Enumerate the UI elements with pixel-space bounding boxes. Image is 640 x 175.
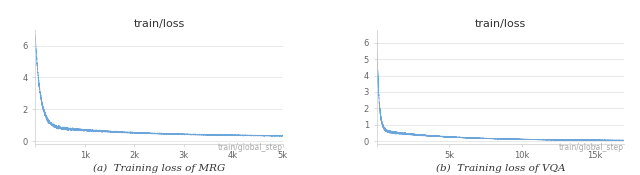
Text: train/global_step: train/global_step: [559, 144, 624, 152]
Text: (b)  Training loss of VQA: (b) Training loss of VQA: [436, 164, 565, 173]
Title: train/loss: train/loss: [475, 19, 526, 29]
Text: (a)  Training loss of MRG: (a) Training loss of MRG: [93, 164, 225, 173]
Text: train/global_step: train/global_step: [218, 144, 283, 152]
Title: train/loss: train/loss: [133, 19, 184, 29]
